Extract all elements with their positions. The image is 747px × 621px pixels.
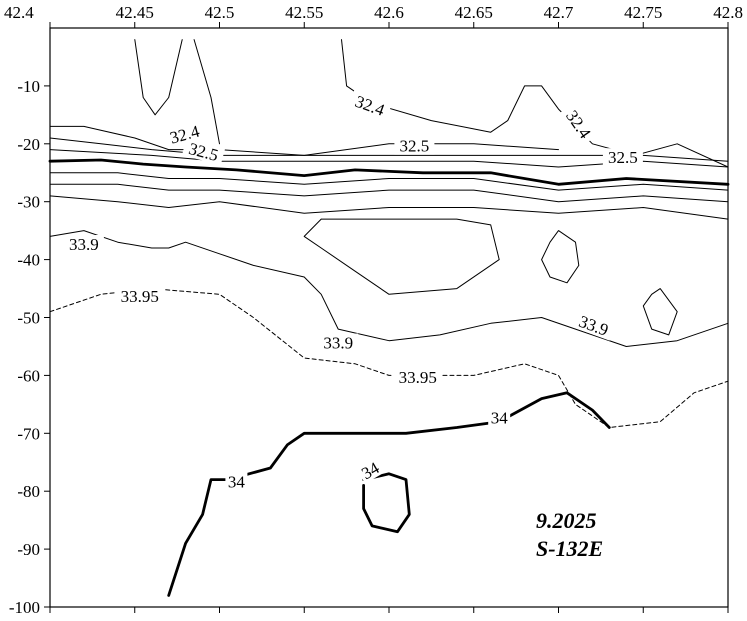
contour-line <box>49 195 729 220</box>
contour-line <box>49 149 729 168</box>
contour-label-bg <box>225 472 248 491</box>
y-tick-label: -40 <box>17 251 40 270</box>
annotation-station: S-132E <box>536 536 603 561</box>
axis-ticks: 42.4 42.45 42.5 42.55 42.6 42.65 42.7 42.75 42.8… <box>4 3 743 617</box>
contour-label-bg <box>559 102 598 146</box>
x-tick-label: 42.8 <box>713 3 743 22</box>
y-tick-label: -60 <box>17 366 40 385</box>
contour-label-bg <box>63 235 104 253</box>
x-tick-label: 42.65 <box>455 3 493 22</box>
contour-label-group: 34 <box>356 457 385 484</box>
x-tick-label: 42.6 <box>374 3 404 22</box>
contour-label: 32.5 <box>608 148 638 167</box>
contour-line <box>303 218 500 295</box>
contour-label-group: 32.4 <box>559 102 598 146</box>
contour-label-group: 33.9 <box>571 310 616 341</box>
contour-label-bg <box>488 408 511 427</box>
y-tick-label: -100 <box>9 598 40 617</box>
x-tick-label: 42.7 <box>544 3 574 22</box>
contour-label-bg <box>394 136 435 155</box>
plot-border <box>49 27 729 608</box>
contour-label: 33.9 <box>576 312 610 340</box>
contour-label-bg <box>181 137 226 166</box>
y-tick-label: -70 <box>17 424 40 443</box>
contour-labels: 32.432.432.432.5 32.532.533.933.933.933.9… <box>63 90 643 491</box>
y-tick-label: -80 <box>17 482 40 501</box>
contour-line <box>541 230 580 284</box>
x-tick-label: 42.4 <box>4 3 34 22</box>
contour-lines <box>48 39 730 597</box>
contour-label-group: 32.5 <box>602 148 643 167</box>
x-tick-label: 42.55 <box>285 3 323 22</box>
contour-line <box>49 288 729 428</box>
contour-label: 33.95 <box>399 368 437 387</box>
contour-line <box>362 472 411 534</box>
x-tick-label: 42.5 <box>205 3 235 22</box>
contour-label-group: 33.95 <box>393 368 443 387</box>
contour-line <box>49 230 729 347</box>
contour-label: 34 <box>228 472 246 491</box>
contour-label-group: 32.4 <box>348 90 392 121</box>
contour-line <box>134 39 183 116</box>
contour-line <box>49 137 729 162</box>
contour-label-group: 32.5 <box>394 136 435 156</box>
contour-label-group: 33.9 <box>318 333 359 353</box>
contour-label: 34 <box>358 458 383 483</box>
contour-label-bg <box>318 333 359 352</box>
x-tick-label: 42.45 <box>116 3 154 22</box>
contour-label-bg <box>571 310 616 341</box>
contour-label-group: 33.95 <box>115 287 165 306</box>
annotation: 9.2025 S-132E <box>536 508 603 561</box>
contour-label: 33.95 <box>121 287 159 306</box>
contour-label: 33.9 <box>323 334 353 353</box>
contour-label-group: 32.5 <box>181 137 226 166</box>
contour-label: 32.5 <box>400 137 430 156</box>
contour-label-bg <box>393 368 443 387</box>
contour-label-bg <box>115 287 165 306</box>
contour-line <box>193 39 220 145</box>
x-tick-label: 42.75 <box>624 3 662 22</box>
plot-frame <box>49 27 729 608</box>
contour-line <box>167 391 611 597</box>
contour-line <box>49 172 729 191</box>
contour-label-group: 34 <box>225 472 248 491</box>
contour-label-group: 33.9 <box>63 235 104 254</box>
contour-label-bg <box>602 148 643 167</box>
contour-label-bg <box>162 120 207 149</box>
y-tick-label: -10 <box>17 77 40 96</box>
contour-line <box>49 183 729 203</box>
annotation-date: 9.2025 <box>536 508 597 533</box>
contour-label-bg <box>348 90 392 121</box>
contour-label-group: 34 <box>488 408 511 428</box>
y-tick-label: -90 <box>17 540 40 559</box>
contour-label: 34 <box>491 409 509 428</box>
contour-label: 32.5 <box>187 139 221 165</box>
contour-label-bg <box>356 457 385 484</box>
contour-line <box>48 158 730 186</box>
y-tick-label: -30 <box>17 193 40 212</box>
contour-label: 33.9 <box>69 235 99 254</box>
contour-line <box>642 288 678 336</box>
y-tick-label: -50 <box>17 309 40 328</box>
y-tick-label: -20 <box>17 135 40 154</box>
